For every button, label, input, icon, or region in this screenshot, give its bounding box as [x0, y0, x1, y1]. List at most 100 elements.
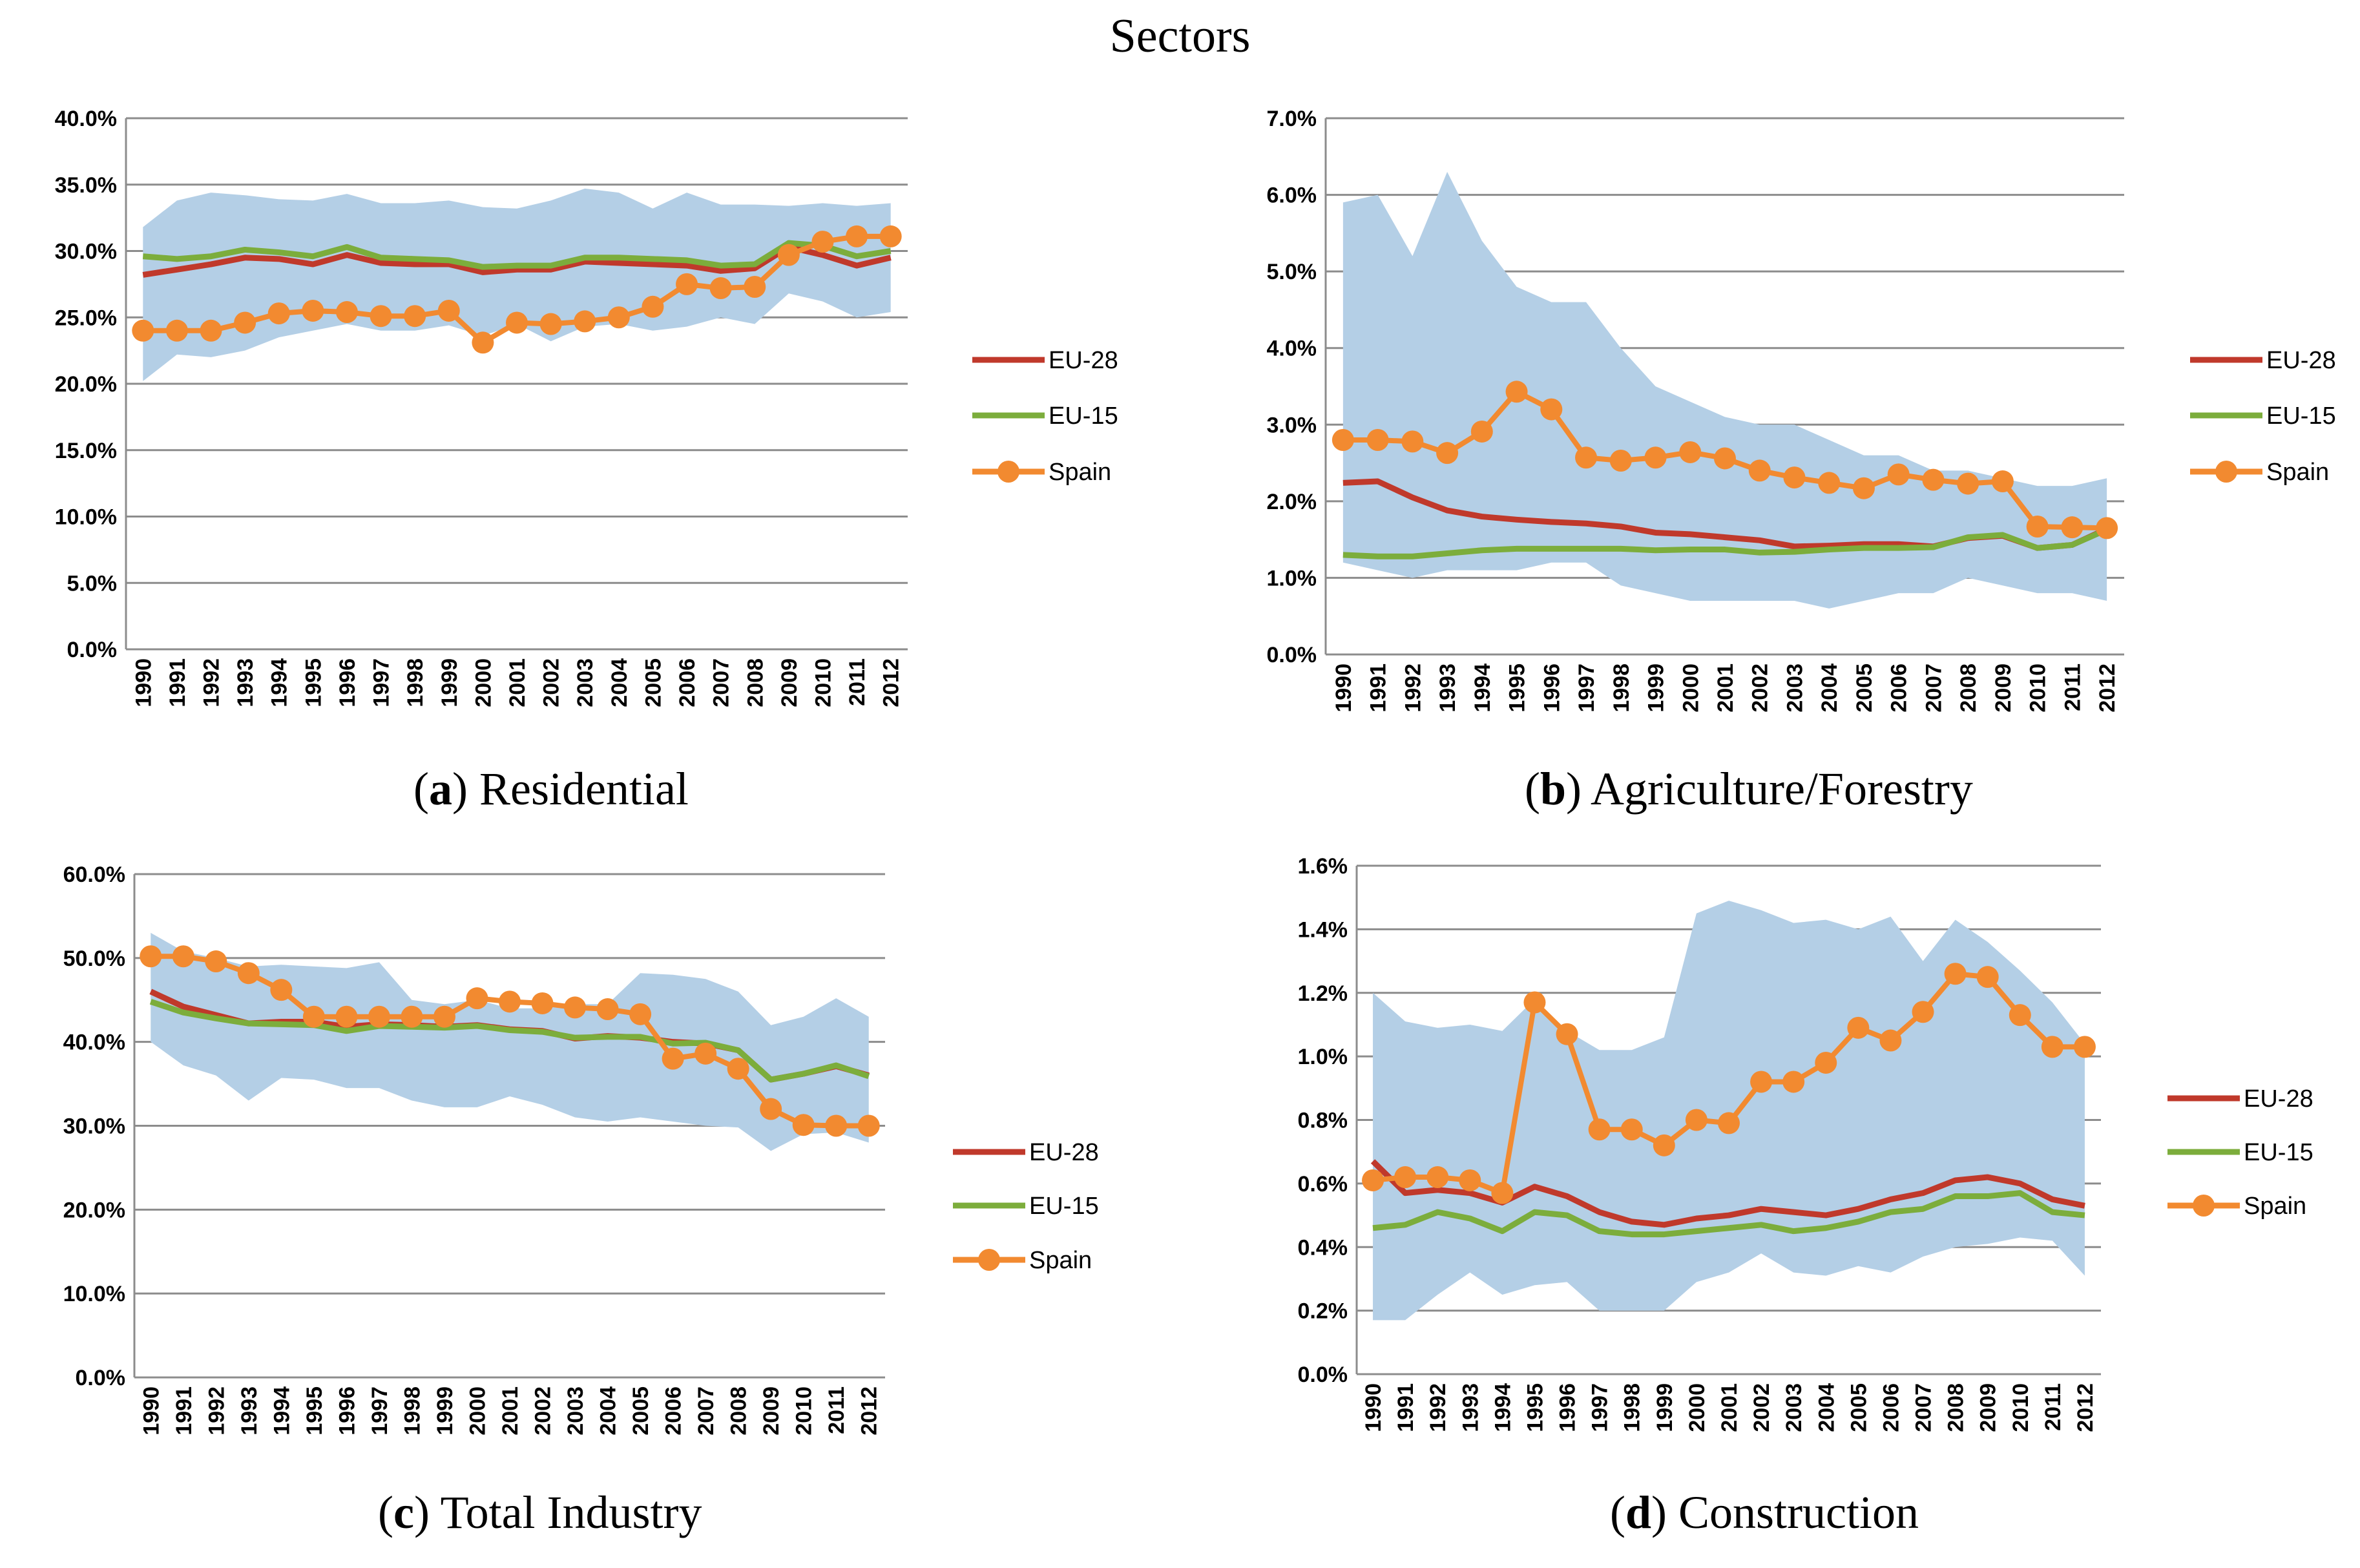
caption-letter: c	[393, 1487, 414, 1538]
data-point-spain	[2096, 517, 2118, 539]
chart-panel-construction: 0.0% 0.2% 0.4% 0.6% 0.8% 1.0% 1.2% 1.4% 1.6% 1990…	[1298, 854, 2313, 1432]
data-point-spain	[1879, 1029, 1902, 1052]
y-tick-label: 5.0%	[67, 571, 118, 596]
x-tick-label: 2011	[2041, 1383, 2065, 1431]
data-point-spain	[564, 996, 587, 1019]
range-band	[1342, 172, 2107, 609]
x-tick-label: 1995	[1505, 664, 1530, 713]
y-tick-label: 6.0%	[1267, 183, 1317, 208]
data-point-spain	[1679, 441, 1702, 463]
data-point-spain	[2009, 1004, 2031, 1027]
legend-label: Spain	[2244, 1193, 2306, 1220]
x-tick-label: 1999	[433, 1386, 457, 1436]
data-point-spain	[825, 1114, 848, 1137]
data-point-spain	[1644, 446, 1667, 469]
caption-c: (c) Total Industry	[378, 1487, 702, 1538]
x-tick-label: 2010	[2009, 1383, 2033, 1432]
data-point-spain	[857, 1114, 880, 1137]
data-point-spain	[727, 1058, 749, 1080]
legend-marker	[2193, 1195, 2215, 1217]
series-line-eu-28	[1370, 1159, 2085, 1228]
y-tick-label: 20.0%	[55, 372, 117, 397]
series-line-eu-15	[1372, 1190, 2085, 1238]
x-tick-label: 2006	[1879, 1383, 1903, 1432]
data-point-spain	[1852, 477, 1875, 499]
x-tick-label: 1994	[269, 1386, 294, 1436]
x-tick-label: 2000	[1678, 664, 1703, 713]
y-tick-label: 0.2%	[1298, 1299, 1348, 1324]
data-point-spain	[531, 992, 554, 1014]
x-tick-label: 2010	[811, 658, 835, 707]
data-point-spain	[1426, 1166, 1449, 1189]
x-tick-label: 2008	[1956, 664, 1981, 713]
caption-title: Residential	[479, 763, 689, 815]
x-tick-label: 1994	[1490, 1383, 1515, 1432]
x-tick-label: 1991	[1366, 664, 1391, 713]
data-point-spain	[472, 331, 494, 354]
x-tick-label: 2012	[2073, 1383, 2098, 1432]
y-tick-label: 7.0%	[1267, 107, 1317, 131]
data-point-spain	[1957, 472, 1979, 495]
x-tick-label: 2003	[1782, 664, 1807, 713]
data-point-spain	[1991, 470, 2014, 493]
data-point-spain	[1714, 447, 1736, 470]
x-tick-label: 1999	[1644, 664, 1669, 713]
data-point-spain	[607, 306, 630, 329]
data-point-spain	[1540, 398, 1563, 421]
x-tick-label: 1993	[1458, 1383, 1483, 1432]
data-point-spain	[433, 1005, 455, 1028]
x-tick-label: 1997	[368, 1386, 392, 1436]
caption-a: (a) Residential	[413, 763, 689, 815]
data-point-spain	[1556, 1023, 1578, 1045]
data-point-spain	[404, 305, 426, 328]
data-point-spain	[1575, 446, 1598, 469]
data-point-spain	[1505, 381, 1528, 403]
series-line-eu-15	[1342, 527, 2108, 559]
data-point-spain	[370, 305, 392, 328]
y-tick-label: 50.0%	[63, 946, 125, 971]
y-tick-label: 3.0%	[1267, 413, 1317, 437]
y-tick-label: 1.4%	[1298, 917, 1348, 942]
data-point-spain	[596, 998, 619, 1021]
data-point-spain	[2026, 515, 2049, 538]
caption-letter: d	[1625, 1487, 1652, 1538]
x-tick-label: 2011	[2060, 664, 2085, 711]
data-point-spain	[368, 1005, 390, 1028]
series-line-eu-15	[142, 240, 892, 270]
x-tick-label: 2004	[607, 658, 632, 707]
data-point-spain	[335, 1005, 358, 1028]
y-tick-label: 15.0%	[55, 439, 117, 463]
y-tick-label: 0.0%	[67, 638, 118, 662]
x-tick-label: 1998	[1609, 664, 1634, 713]
x-tick-label: 2005	[1852, 664, 1877, 713]
x-tick-label: 2002	[1749, 1383, 1774, 1432]
y-tick-label: 1.0%	[1267, 566, 1317, 591]
y-tick-label: 5.0%	[1267, 260, 1317, 284]
y-tick-label: 40.0%	[55, 107, 117, 131]
data-point-spain	[2073, 1036, 2096, 1058]
caption-title: Total Industry	[440, 1487, 702, 1538]
data-point-spain	[437, 299, 460, 322]
data-point-spain	[1818, 472, 1841, 494]
y-tick-label: 0.6%	[1298, 1172, 1348, 1197]
data-point-spain	[401, 1005, 423, 1028]
y-tick-label: 30.0%	[63, 1114, 125, 1139]
legend-label: Spain	[2266, 459, 2329, 486]
data-point-spain	[709, 277, 732, 300]
x-tick-label: 2010	[2026, 664, 2051, 713]
legend-label: EU-15	[2266, 402, 2336, 430]
data-point-spain	[879, 225, 902, 247]
y-tick-label: 0.0%	[76, 1366, 126, 1390]
x-tick-label: 2005	[629, 1386, 653, 1436]
y-tick-label: 40.0%	[63, 1030, 125, 1055]
x-tick-label: 1992	[1426, 1383, 1450, 1432]
data-point-spain	[777, 244, 800, 266]
data-point-spain	[234, 311, 256, 334]
x-tick-label: 1993	[1436, 664, 1460, 713]
x-tick-label: 1990	[139, 1386, 163, 1436]
x-tick-label: 2011	[845, 658, 870, 706]
x-tick-label: 2007	[709, 658, 734, 707]
x-tick-label: 2007	[1912, 1383, 1936, 1432]
data-point-spain	[744, 275, 766, 298]
